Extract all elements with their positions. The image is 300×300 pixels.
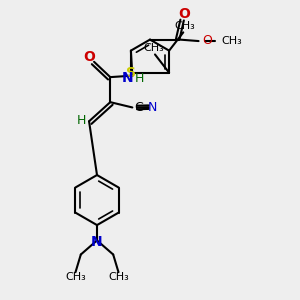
Text: CH₃: CH₃	[65, 272, 86, 283]
Text: CH₃: CH₃	[221, 36, 242, 46]
Text: H: H	[135, 71, 144, 85]
Text: O: O	[178, 7, 190, 21]
Text: CH₃: CH₃	[108, 272, 129, 283]
Text: CH₃: CH₃	[174, 21, 195, 31]
Text: O: O	[202, 34, 212, 47]
Text: N: N	[91, 235, 103, 249]
Text: O: O	[83, 50, 95, 64]
Text: N: N	[122, 71, 134, 85]
Text: CH₃: CH₃	[143, 43, 164, 53]
Text: S: S	[126, 66, 136, 80]
Text: N: N	[147, 101, 157, 114]
Text: C: C	[135, 101, 143, 114]
Text: H: H	[77, 114, 86, 127]
